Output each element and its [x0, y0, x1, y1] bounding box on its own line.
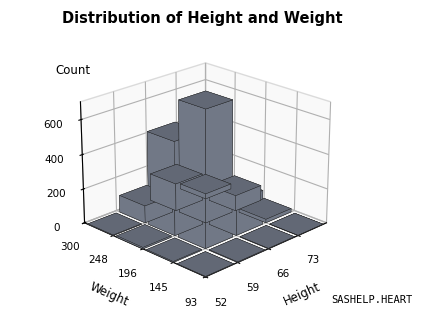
Y-axis label: Weight: Weight [88, 280, 131, 308]
Title: Distribution of Height and Weight: Distribution of Height and Weight [62, 11, 342, 26]
Text: Count: Count [55, 64, 91, 77]
X-axis label: Height: Height [281, 280, 322, 308]
Text: SASHELP.HEART: SASHELP.HEART [331, 295, 412, 305]
